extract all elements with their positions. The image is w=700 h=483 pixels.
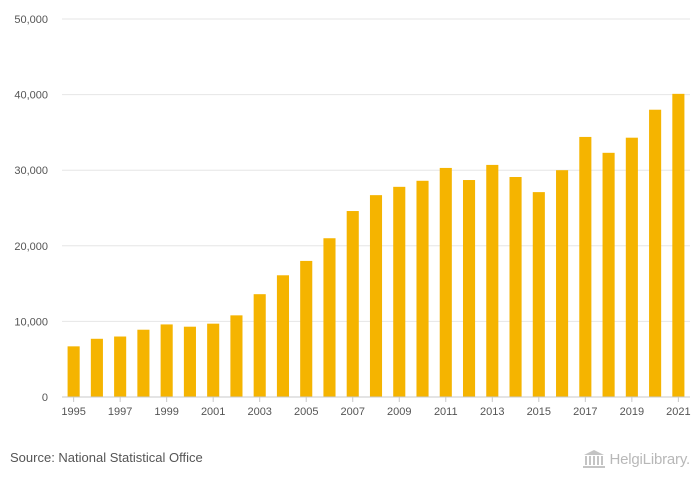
y-tick-label: 50,000 xyxy=(14,14,48,26)
bar-2001 xyxy=(207,323,220,397)
brand-logo: HelgiLibrary. xyxy=(582,446,691,472)
x-tick-label: 2017 xyxy=(573,406,597,418)
bar-2011 xyxy=(439,167,452,397)
bar-2010 xyxy=(416,180,429,397)
x-tick-label: 2001 xyxy=(201,406,225,418)
bar-2003 xyxy=(253,294,266,397)
bar-2017 xyxy=(579,136,592,397)
bar-1997 xyxy=(114,336,127,397)
y-tick-label: 10,000 xyxy=(14,316,48,328)
x-tick-label: 1997 xyxy=(108,406,132,418)
bars xyxy=(67,93,685,398)
bar-2013 xyxy=(486,164,499,397)
bar-2008 xyxy=(369,195,383,397)
bar-1998 xyxy=(137,329,150,397)
brand-name: HelgiLibrary. xyxy=(609,450,691,468)
x-tick-label: 2019 xyxy=(620,406,644,418)
x-tick-label: 2011 xyxy=(434,406,458,418)
x-tick-label: 2007 xyxy=(340,406,364,418)
bar-2006 xyxy=(323,238,336,397)
bar-2004 xyxy=(276,275,290,397)
bar-1995 xyxy=(67,346,80,397)
library-building-icon xyxy=(582,450,605,468)
bar-2019 xyxy=(625,137,638,397)
y-tick-label: 20,000 xyxy=(14,241,48,253)
x-tick-label: 2005 xyxy=(294,406,318,418)
x-tick-label: 2021 xyxy=(666,406,690,418)
bar-2009 xyxy=(393,186,406,397)
axes: 0 10,000 20,000 30,000 40,000 50,000 1995 1997 1… xyxy=(14,14,690,418)
bar-2007 xyxy=(346,211,359,397)
bar-2012 xyxy=(462,180,476,397)
y-tick-label: 40,000 xyxy=(14,90,48,102)
bar-2021 xyxy=(672,93,685,398)
x-tick-label: 2013 xyxy=(480,406,504,418)
bar-1996 xyxy=(90,338,103,397)
y-tick-label: 30,000 xyxy=(14,165,48,177)
bar-1999 xyxy=(160,324,173,397)
footer: Source: National Statistical Office Helg… xyxy=(0,440,700,483)
bar-2020 xyxy=(649,109,662,397)
bar-chart: 0 10,000 20,000 30,000 40,000 50,000 1995 1997 1… xyxy=(14,14,690,418)
bar-2000 xyxy=(183,326,196,397)
bar-2016 xyxy=(556,170,569,397)
bar-2005 xyxy=(300,260,313,397)
bar-2018 xyxy=(602,152,615,397)
x-tick-label: 1999 xyxy=(154,406,178,418)
bar-2002 xyxy=(230,315,243,397)
x-tick-label: 2015 xyxy=(527,406,551,418)
source-note: Source: National Statistical Office xyxy=(10,450,203,465)
x-tick-label: 2009 xyxy=(387,406,411,418)
y-tick-label: 0 xyxy=(42,392,48,404)
x-tick-label: 1995 xyxy=(61,406,85,418)
bar-2014 xyxy=(509,177,522,397)
x-tick-label: 2003 xyxy=(247,406,271,418)
bar-2015 xyxy=(532,192,545,397)
